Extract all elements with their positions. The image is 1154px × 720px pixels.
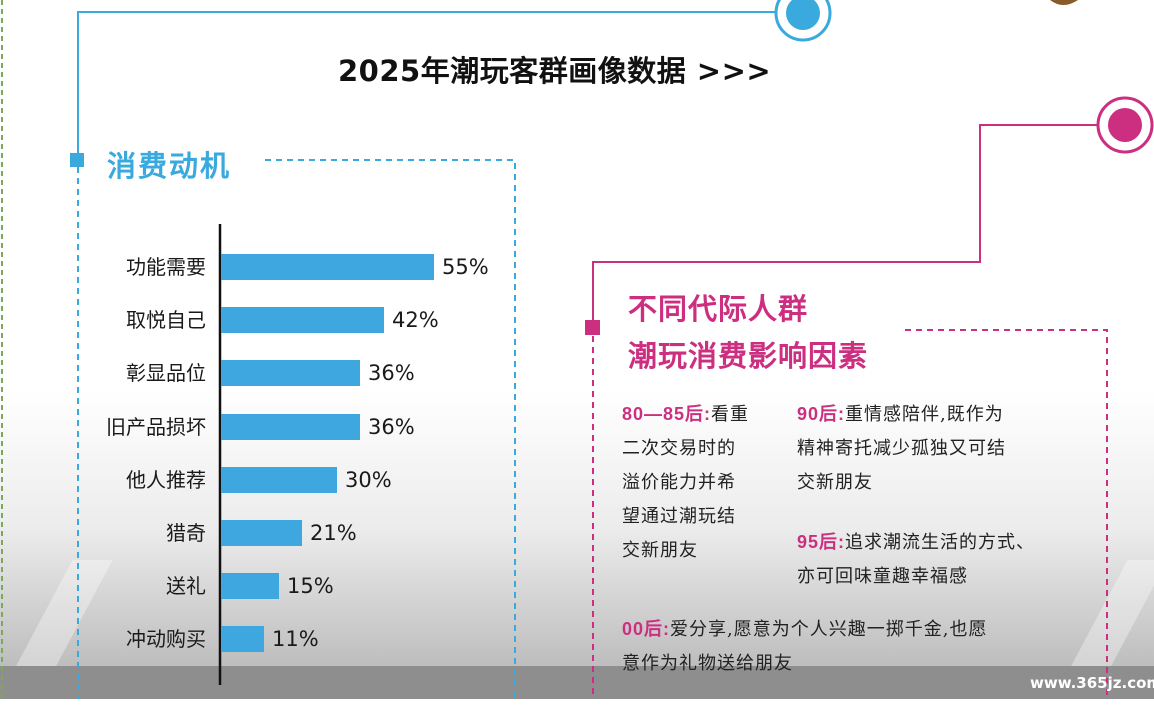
value-label: 11% [272, 627, 319, 651]
gen-8085-text: 望通过潮玩结 [622, 506, 736, 527]
blue-connector-line [77, 11, 785, 160]
value-label: 36% [368, 361, 415, 385]
bar [221, 254, 434, 280]
gen-8085-text: 二次交易时的 [622, 438, 736, 459]
gen-00-label: 00后: [622, 619, 671, 639]
bar [221, 573, 279, 599]
decorations [1, 0, 1154, 699]
category-label: 猎奇 [166, 521, 206, 545]
category-label: 旧产品损坏 [106, 415, 206, 439]
category-label: 取悦自己 [126, 308, 206, 332]
value-label: 15% [287, 574, 334, 598]
bar [221, 467, 337, 493]
gen-90-text: 交新朋友 [797, 472, 873, 493]
brown-decoration [1050, 0, 1078, 5]
category-label: 他人推荐 [126, 468, 206, 492]
pink-dot [1108, 108, 1142, 142]
bottom-bar [0, 666, 1154, 699]
pink-connector-line [592, 124, 1100, 320]
gen-8085-label: 80—85后: [622, 404, 712, 424]
gen-00-block: 00后:爱分享,愿意为个人兴趣一掷千金,也愿 意作为礼物送给朋友 [622, 612, 1102, 681]
gen-95-block: 95后:追求潮流生活的方式、 亦可回味童趣幸福感 [797, 525, 1097, 594]
factors-heading-line2: 潮玩消费影响因素 [628, 339, 869, 373]
motivation-heading: 消费动机 [107, 149, 232, 183]
pink-dashed-frame [905, 329, 1108, 699]
gen-95-text: 亦可回味童趣幸福感 [797, 566, 968, 587]
factors-heading-line1: 不同代际人群 [628, 292, 809, 326]
value-label: 21% [310, 521, 357, 545]
gen-90-label: 90后: [797, 404, 846, 424]
category-label: 功能需要 [126, 255, 206, 279]
category-label: 冲动购买 [126, 627, 206, 651]
gen-8085-text: 看重 [711, 404, 750, 425]
value-label: 36% [368, 415, 415, 439]
bar [221, 520, 302, 546]
blue-marker [70, 153, 84, 167]
gen-90-text: 精神寄托减少孤独又可结 [797, 438, 1006, 459]
watermark: www.365jz.com [1030, 674, 1154, 692]
gen-8085-text: 溢价能力并希 [622, 472, 736, 493]
gen-00-text: 意作为礼物送给朋友 [622, 653, 793, 674]
gen-95-text: 追求潮流生活的方式、 [845, 532, 1036, 553]
value-label: 42% [392, 308, 439, 332]
page-title: 2025年潮玩客群画像数据 >>> [338, 54, 772, 88]
bar [221, 626, 264, 652]
gen-8085-block: 80—85后:看重 二次交易时的 溢价能力并希 望通过潮玩结 交新朋友 [622, 397, 782, 568]
bar [221, 360, 360, 386]
gen-8085-text: 交新朋友 [622, 540, 698, 561]
gen-95-label: 95后: [797, 532, 846, 552]
blue-dot [786, 0, 820, 30]
value-label: 30% [345, 468, 392, 492]
category-label: 彰显品位 [126, 361, 206, 385]
gen-00-text: 爱分享,愿意为个人兴趣一掷千金,也愿 [670, 619, 988, 640]
gen-90-block: 90后:重情感陪伴,既作为 精神寄托减少孤独又可结 交新朋友 [797, 397, 1097, 500]
background-gradient [0, 390, 1154, 699]
pink-marker [585, 320, 600, 335]
bar [221, 414, 360, 440]
blue-dashed-frame [265, 159, 516, 699]
value-label: 55% [442, 255, 489, 279]
bar [221, 307, 384, 333]
gen-90-text: 重情感陪伴,既作为 [845, 404, 1004, 425]
category-label: 送礼 [166, 574, 206, 598]
